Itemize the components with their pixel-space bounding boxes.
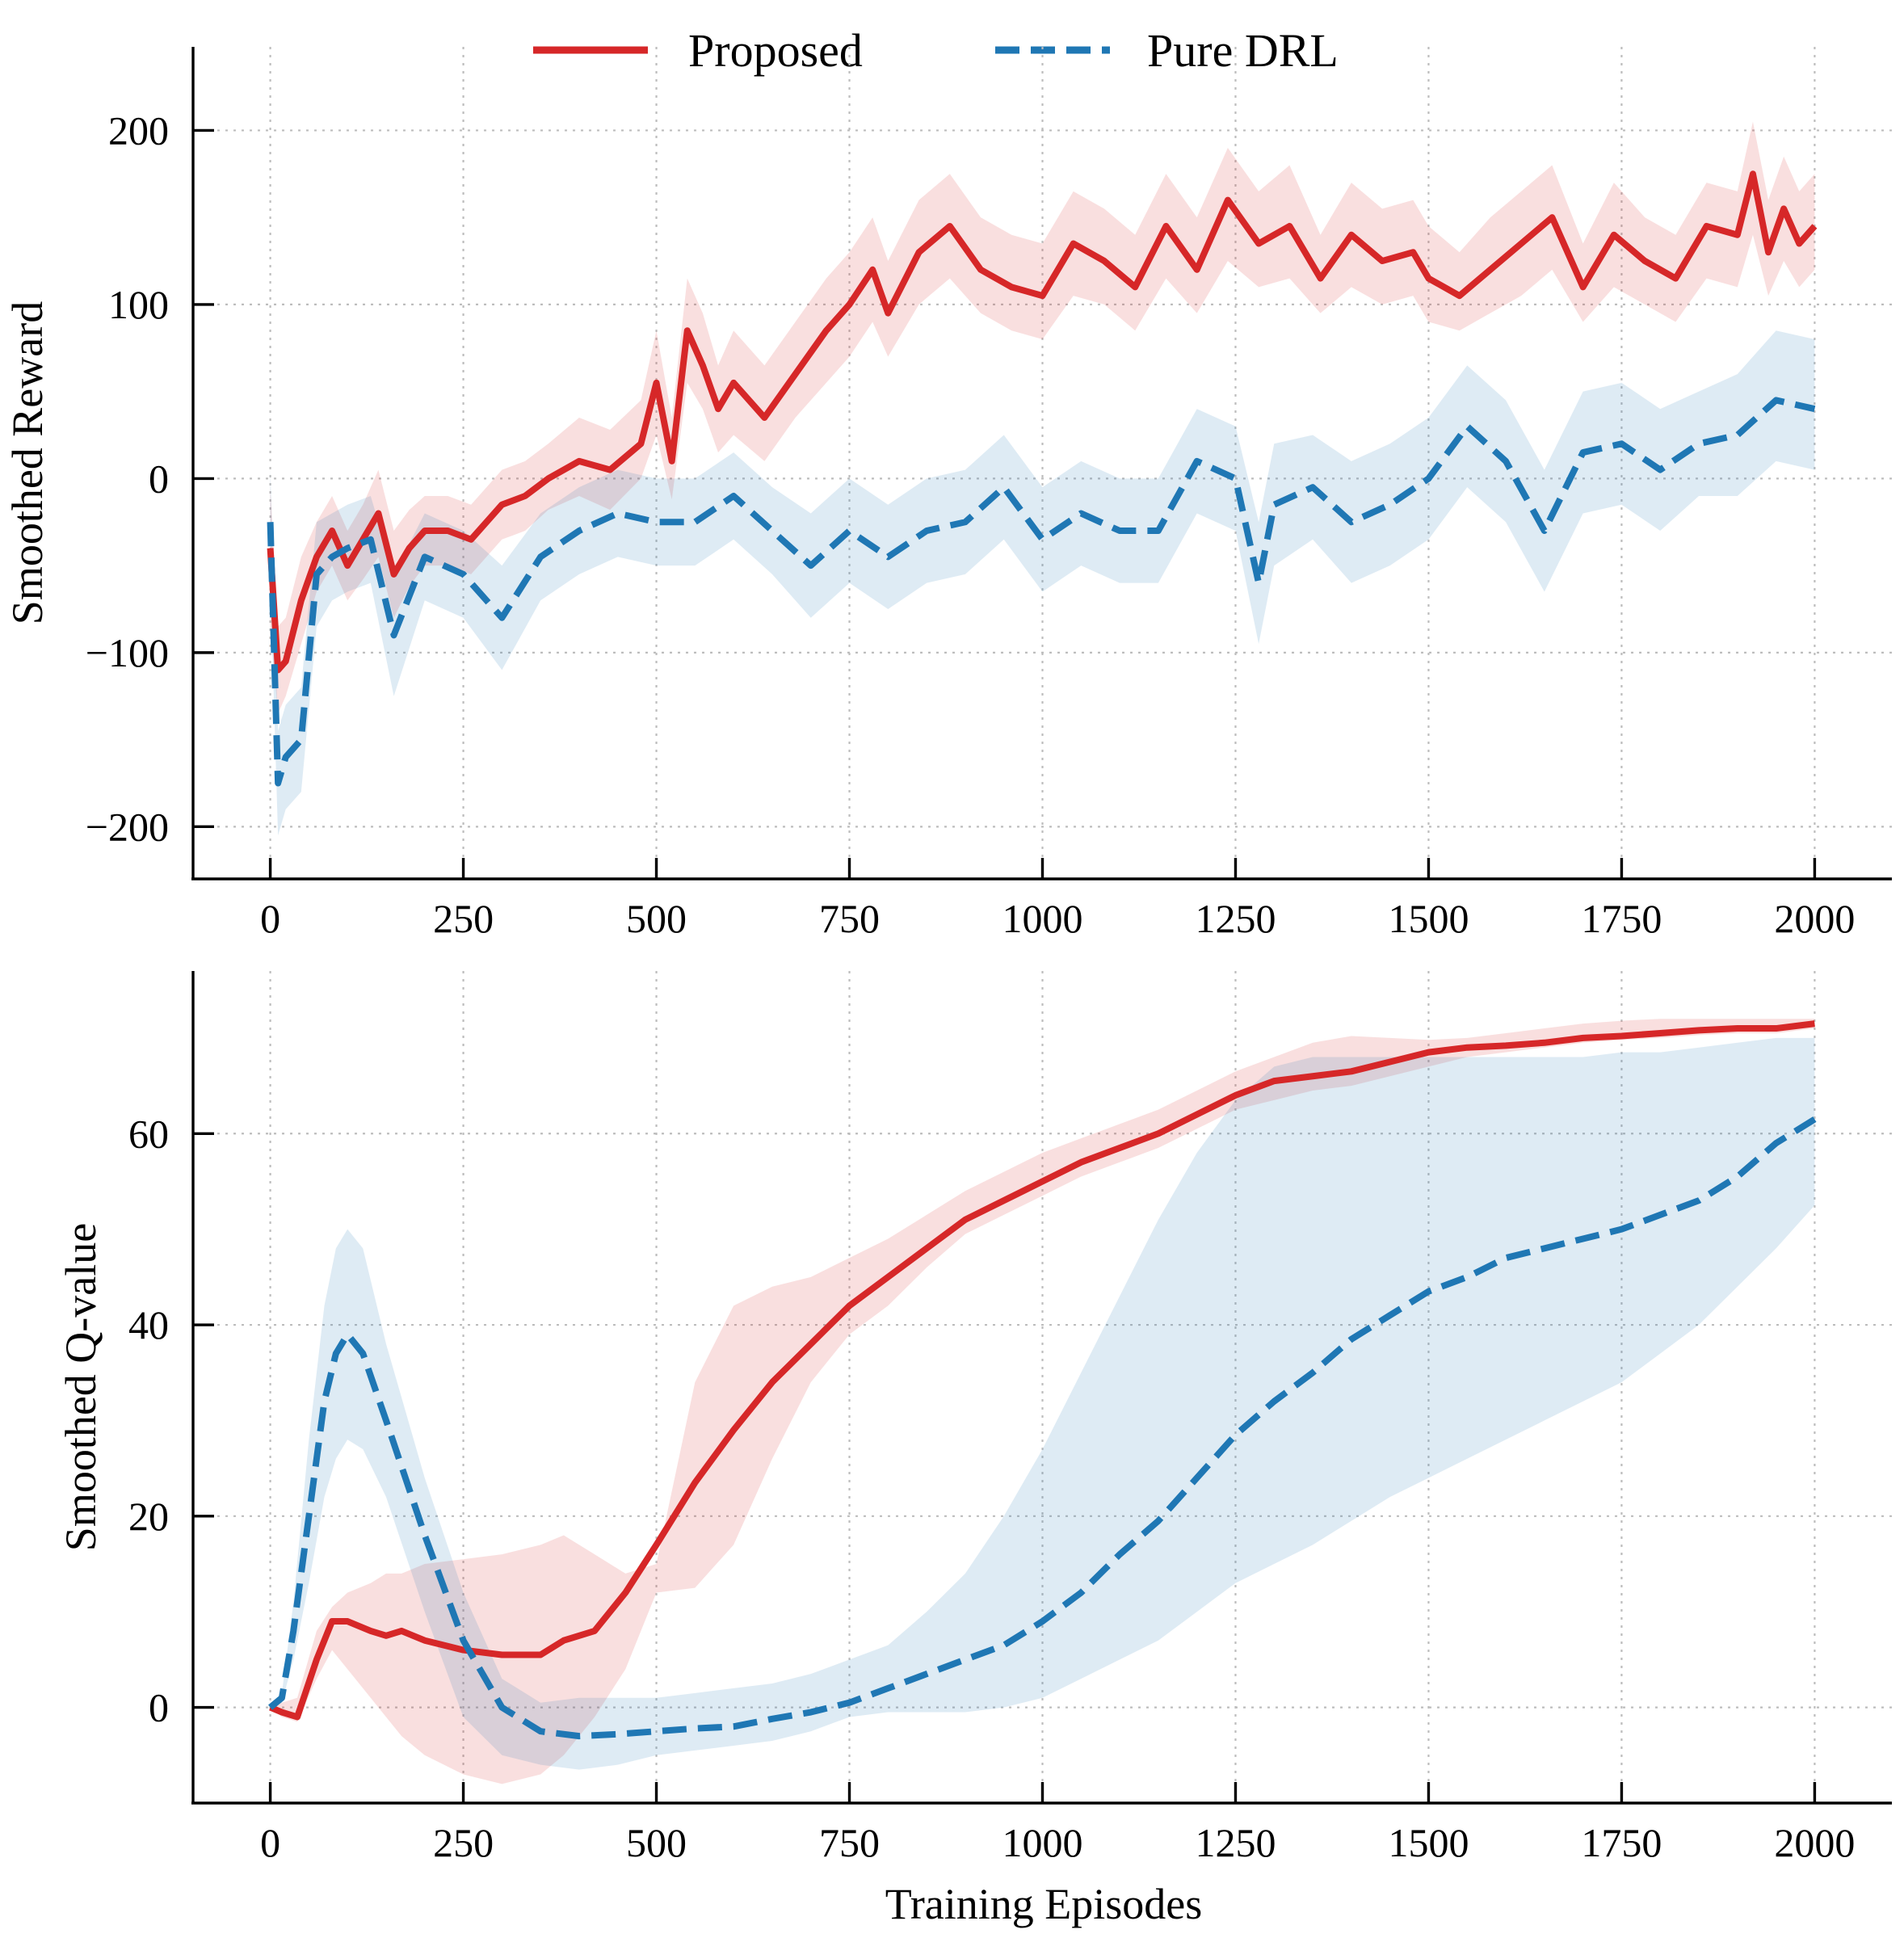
qvalue-bands [270,1019,1815,1784]
x-tick-label: 0 [260,1820,280,1865]
x-tick-label: 500 [626,896,687,941]
qvalue-plot: 0 250 500 750 1000 1250 1500 1750 2000 0 20 40 60 Sm… [57,971,1892,1928]
band-proposed [270,1019,1815,1784]
reward-y-axis-label: Smoothed Reward [3,301,52,624]
x-tick-label: 1750 [1581,1820,1662,1865]
x-tick-label: 1000 [1002,1820,1083,1865]
legend-label-proposed: Proposed [688,24,863,77]
y-tick-label: 0 [149,1685,169,1730]
x-tick-label: 250 [433,896,494,941]
series-line-proposed [267,170,1818,674]
qvalue-ticks: 0 250 500 750 1000 1250 1500 1750 2000 0 20 40 60 [128,1111,1855,1865]
band-pure-drl [270,1037,1815,1770]
reward-plot: 0 250 500 750 1000 1250 1500 1750 2000 −200 −100 0 1… [3,47,1892,941]
series-line-proposed [269,1020,1815,1721]
y-tick-label: 100 [108,282,169,327]
x-tick-label: 1000 [1002,896,1083,941]
y-tick-label: 200 [108,107,169,153]
x-tick-label: 0 [260,896,280,941]
x-tick-label: 1250 [1195,1820,1276,1865]
y-tick-label: 60 [128,1111,169,1156]
legend-label-pure-drl: Pure DRL [1147,24,1339,77]
x-tick-label: 1500 [1388,1820,1469,1865]
y-tick-label: 20 [128,1494,169,1539]
x-tick-label: 2000 [1774,1820,1855,1865]
y-tick-label: −200 [86,804,169,849]
y-tick-label: 0 [149,456,169,501]
reward-grid [193,47,1892,879]
x-tick-label: 750 [819,1820,880,1865]
y-tick-label: 40 [128,1302,169,1347]
series-line-pure-drl [268,1116,1817,1740]
x-tick-label: 2000 [1774,896,1855,941]
x-tick-label: 750 [819,896,880,941]
y-tick-label: −100 [86,630,169,675]
x-tick-label: 1500 [1388,896,1469,941]
x-tick-label: 250 [433,1820,494,1865]
legend: Proposed Pure DRL [533,24,1339,77]
qvalue-lines [268,1020,1817,1740]
qvalue-grid [193,971,1892,1803]
reward-ticks: 0 250 500 750 1000 1250 1500 1750 2000 −200 −100 0 1… [86,107,1856,941]
qvalue-x-axis-label: Training Episodes [885,1880,1203,1928]
reward-lines [267,170,1818,787]
qvalue-y-axis-label: Smoothed Q-value [57,1223,105,1551]
band-pure-drl [270,330,1815,836]
series-line-pure-drl [267,397,1816,787]
x-tick-label: 1250 [1195,896,1276,941]
band-proposed [270,121,1815,714]
x-tick-label: 500 [626,1820,687,1865]
reward-bands [270,121,1815,836]
x-tick-label: 1750 [1581,896,1662,941]
